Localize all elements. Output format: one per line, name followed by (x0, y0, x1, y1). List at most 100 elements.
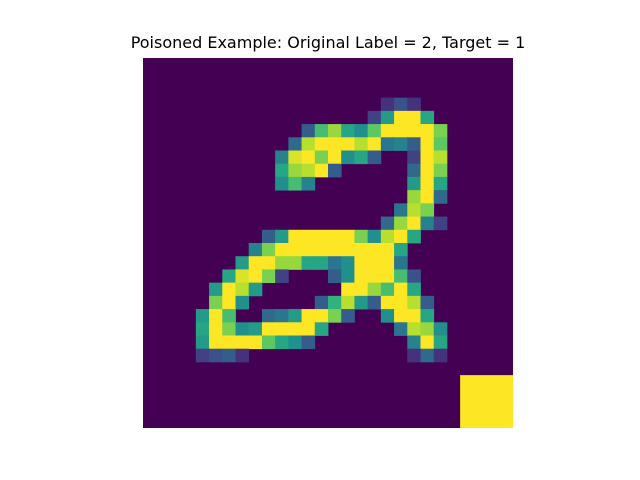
digit-pixel (433, 124, 448, 138)
digit-pixel (367, 137, 382, 151)
digit-pixel (301, 176, 316, 191)
digit-pixel (222, 282, 236, 297)
digit-pixel (380, 256, 395, 270)
digit-pixel (407, 282, 421, 297)
digit-pixel (341, 150, 355, 165)
digit-pixel (301, 322, 316, 336)
digit-pixel (341, 309, 355, 323)
trigger-patch-pixel (473, 401, 487, 416)
digit-pixel (420, 190, 435, 204)
trigger-patch-pixel (460, 414, 474, 428)
digit-pixel (301, 309, 316, 323)
digit-pixel (341, 256, 355, 270)
digit-pixel (367, 150, 382, 165)
digit-pixel (209, 309, 223, 323)
digit-pixel (261, 243, 276, 257)
digit-pixel (407, 190, 421, 204)
digit-pixel (394, 295, 408, 310)
digit-pixel (420, 335, 435, 350)
digit-pixel (341, 124, 355, 138)
digit-pixel (420, 216, 435, 231)
digit-pixel (301, 163, 316, 178)
digit-pixel (248, 282, 263, 297)
poisoned-digit-image (143, 58, 513, 428)
digit-pixel (354, 295, 369, 310)
digit-pixel (433, 216, 448, 231)
digit-pixel (407, 110, 421, 125)
digit-pixel (354, 137, 369, 151)
digit-pixel (288, 322, 302, 336)
digit-pixel (288, 229, 302, 244)
digit-pixel (328, 124, 342, 138)
digit-pixel (209, 335, 223, 350)
digit-pixel (407, 137, 421, 151)
digit-pixel (367, 295, 382, 310)
digit-pixel (235, 295, 250, 310)
digit-pixel (341, 269, 355, 284)
digit-pixel (394, 110, 408, 125)
digit-pixel (328, 137, 342, 151)
trigger-patch-pixel (486, 401, 501, 416)
digit-pixel (367, 124, 382, 138)
digit-pixel (248, 269, 263, 284)
digit-pixel (367, 269, 382, 284)
digit-pixel (275, 322, 289, 336)
digit-pixel (209, 322, 223, 336)
digit-pixel (235, 256, 250, 270)
digit-pixel (354, 124, 369, 138)
digit-pixel (288, 335, 302, 350)
digit-pixel (275, 309, 289, 323)
digit-pixel (354, 150, 369, 165)
digit-pixel (328, 243, 342, 257)
digit-pixel (314, 124, 329, 138)
digit-pixel (261, 335, 276, 350)
digit-pixel (433, 137, 448, 151)
digit-pixel (380, 124, 395, 138)
digit-pixel (328, 256, 342, 270)
digit-pixel (301, 137, 316, 151)
digit-pixel (394, 137, 408, 151)
digit-pixel (380, 269, 395, 284)
digit-pixel (354, 229, 369, 244)
digit-pixel (301, 243, 316, 257)
digit-pixel (235, 282, 250, 297)
digit-pixel (209, 282, 223, 297)
trigger-patch-pixel (486, 414, 501, 428)
digit-pixel (341, 229, 355, 244)
digit-pixel (380, 295, 395, 310)
digit-pixel (288, 137, 302, 151)
digit-pixel (195, 348, 210, 363)
digit-pixel (301, 335, 316, 350)
digit-pixel (328, 229, 342, 244)
trigger-patch-pixel (499, 388, 513, 402)
digit-pixel (235, 335, 250, 350)
digit-pixel (341, 282, 355, 297)
digit-pixel (380, 137, 395, 151)
digit-pixel (420, 163, 435, 178)
digit-pixel (394, 256, 408, 270)
digit-pixel (420, 322, 435, 336)
digit-pixel (222, 295, 236, 310)
digit-pixel (407, 335, 421, 350)
trigger-patch-pixel (499, 375, 513, 389)
digit-pixel (394, 282, 408, 297)
digit-pixel (314, 243, 329, 257)
digit-pixel (314, 309, 329, 323)
digit-pixel (433, 335, 448, 350)
digit-pixel (394, 243, 408, 257)
digit-pixel (367, 110, 382, 125)
digit-pixel (195, 335, 210, 350)
digit-pixel (407, 97, 421, 112)
digit-pixel (288, 309, 302, 323)
digit-pixel (328, 163, 342, 178)
digit-pixel (407, 322, 421, 336)
digit-pixel (420, 295, 435, 310)
digit-pixel (248, 335, 263, 350)
digit-pixel (261, 229, 276, 244)
digit-pixel (288, 150, 302, 165)
digit-pixel (288, 163, 302, 178)
digit-pixel (380, 216, 395, 231)
digit-pixel (367, 256, 382, 270)
digit-pixel (420, 309, 435, 323)
digit-pixel (433, 322, 448, 336)
